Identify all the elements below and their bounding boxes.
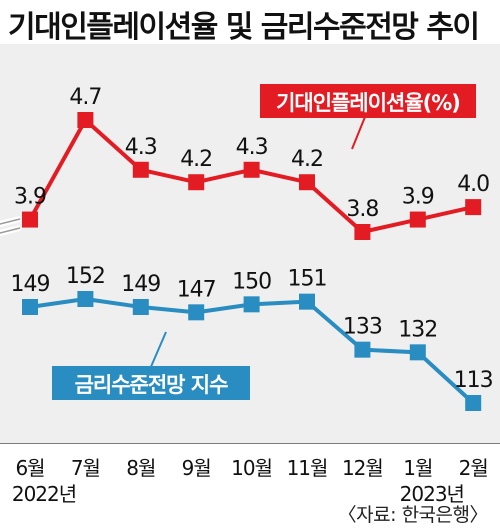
series-0-data-label: 4.3 [125, 135, 157, 160]
x-tick-label: 12월 [341, 456, 384, 480]
x-year-label: 2022년 [11, 482, 77, 506]
series-1-point [243, 296, 260, 313]
series-0-data-label: 3.8 [346, 197, 378, 222]
series-0-point [243, 161, 260, 178]
x-tick-label: 8월 [126, 456, 156, 480]
series-0-data-label: 4.2 [291, 147, 323, 172]
series-1-point [409, 344, 426, 361]
plot-area: 3.9 4.7 4.3 4.2 4.3 4.2 3.8 3.9 4.0 149 152 149 147 1… [0, 44, 500, 445]
series-1-point [465, 395, 482, 411]
series-0-point [188, 174, 205, 191]
series-1-point [22, 299, 38, 315]
series-0-point [77, 112, 94, 128]
series-1-point [299, 293, 315, 310]
x-tick-label: 1월 [403, 456, 433, 480]
x-tick-label: 11월 [286, 456, 329, 480]
series-0-point [299, 174, 315, 191]
line-chart: 3.9 4.7 4.3 4.2 4.3 4.2 3.8 3.9 4.0 149 152 149 147 1… [0, 84, 500, 445]
series-1-point [354, 341, 371, 358]
series-0-data-label: 4.0 [457, 172, 489, 197]
axis-break-mark-lower [0, 218, 21, 234]
series-0-point [22, 211, 38, 228]
rate-callout-box [52, 366, 250, 400]
inflation-callout-leader [351, 111, 368, 150]
series-1-point [77, 291, 94, 307]
series-1-data-label: 147 [177, 277, 216, 302]
x-tick-label: 9월 [181, 456, 212, 480]
series-1-data-label: 151 [288, 267, 327, 292]
x-tick-label: 2월 [458, 456, 489, 480]
x-tick-label: 10월 [231, 456, 273, 480]
inflation-callout-box [260, 84, 476, 118]
inflation-series-label: 기대인플레이션율(%) [276, 91, 460, 115]
x-tick-label: 7월 [70, 456, 101, 480]
rate-series-label: 금리수준전망 지수 [75, 373, 229, 397]
series-1-data-label: 152 [66, 264, 105, 289]
series-0-point [132, 161, 149, 178]
series-1-point [132, 299, 149, 315]
series-1-point [188, 304, 205, 321]
series-1-data-label: 113 [454, 368, 493, 393]
series-0-point [409, 211, 426, 228]
series-0-data-label: 4.2 [180, 147, 212, 172]
series-1-data-label: 133 [343, 315, 382, 340]
series-1-data-label: 150 [232, 269, 271, 294]
series-0-data-label: 4.3 [236, 135, 268, 160]
series-0-data-label: 3.9 [14, 185, 46, 210]
rate-callout-leader [149, 331, 167, 370]
source-note: 〈자료: 한국은행〉 [337, 504, 489, 526]
x-year-label: 2023년 [399, 482, 465, 506]
series-0-data-label: 3.9 [402, 185, 434, 210]
chart-title: 기대인플레이션율 및 금리수준전망 추이 [8, 10, 480, 45]
series-1-data-label: 149 [121, 272, 160, 297]
series-1-data-label: 132 [398, 317, 437, 342]
series-0-point [354, 224, 371, 240]
series-1-data-label: 149 [11, 272, 50, 297]
x-tick-label: 6월 [15, 456, 45, 480]
series-0-point [465, 199, 482, 216]
series-0-data-label: 4.7 [69, 85, 101, 110]
